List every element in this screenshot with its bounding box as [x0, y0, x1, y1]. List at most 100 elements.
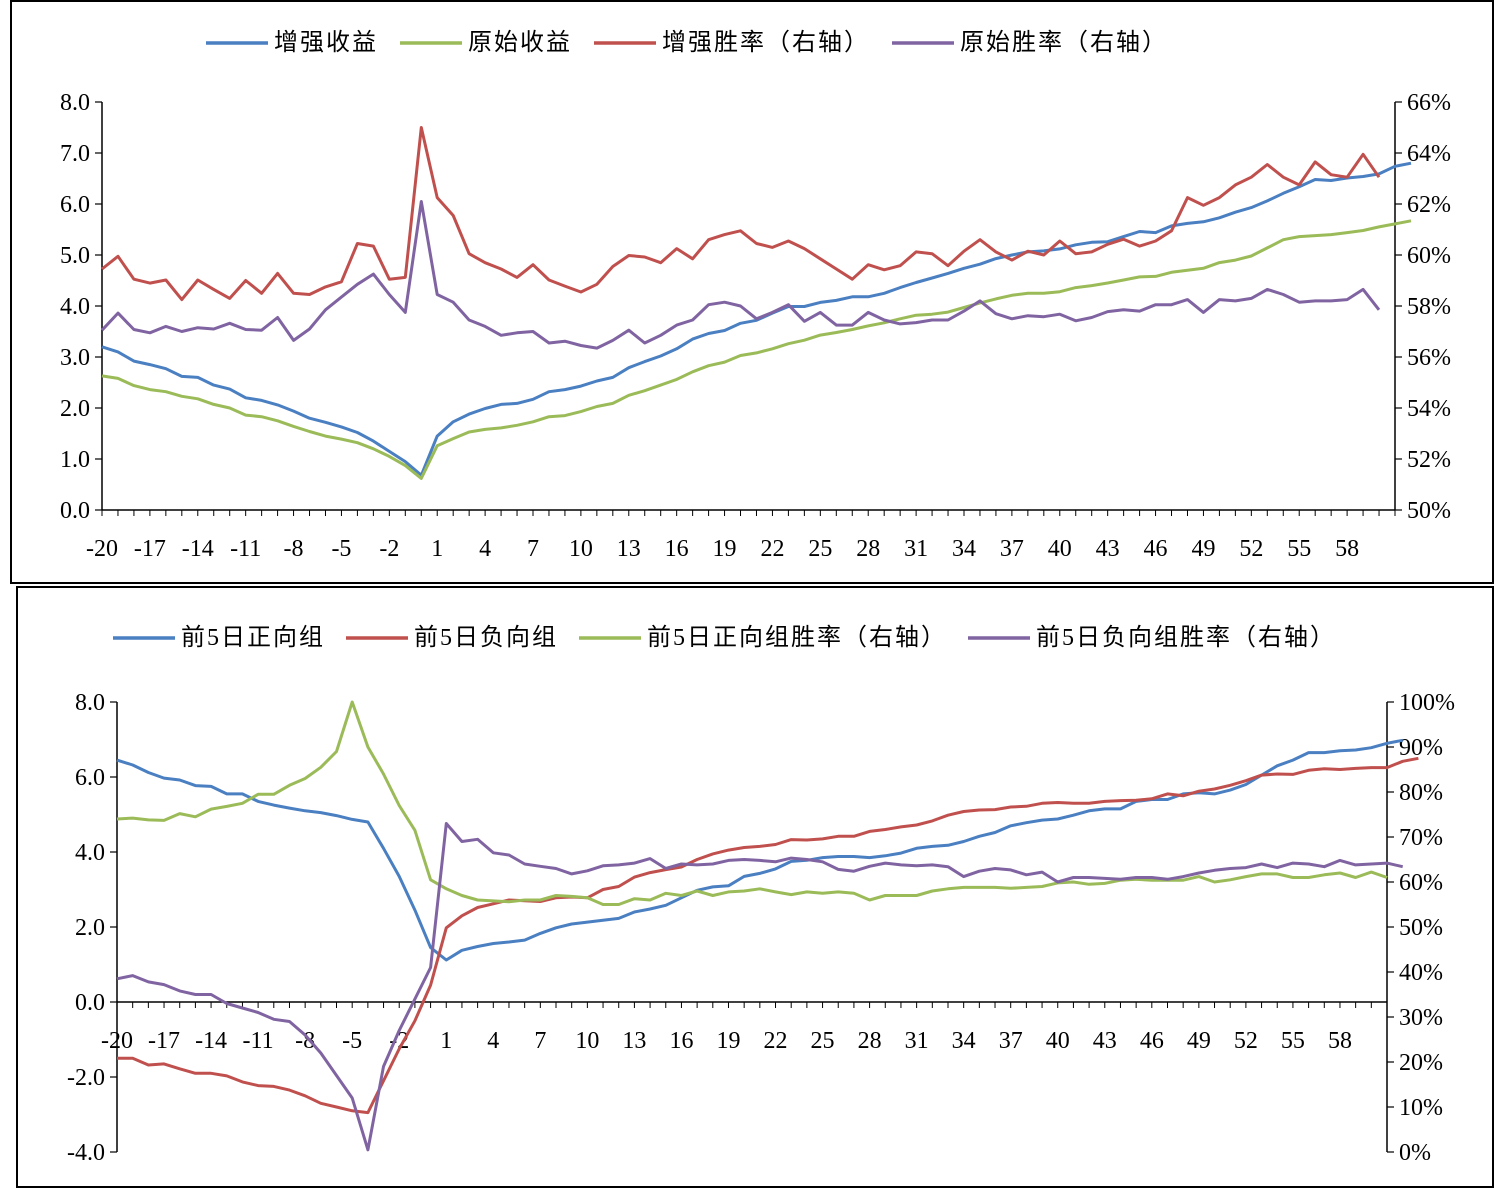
x-tick-label: 7 [534, 1028, 546, 1054]
y-left-tick-label: 0.0 [60, 498, 90, 524]
x-tick-label: 43 [1093, 1028, 1117, 1054]
y-left-tick-label: 2.0 [75, 915, 105, 941]
x-tick-label: 13 [617, 536, 641, 562]
x-tick-label: 10 [575, 1028, 599, 1054]
y-right-tick-label: 30% [1399, 1005, 1443, 1031]
legend-label-2: 前5日负向组 [414, 624, 558, 651]
y-right-tick-label: 66% [1407, 90, 1451, 116]
x-tick-label: 7 [527, 536, 539, 562]
x-tick-label: 40 [1048, 536, 1072, 562]
y-right-tick-label: 20% [1399, 1050, 1443, 1076]
x-tick-label: -14 [182, 536, 214, 562]
x-tick-label: 22 [764, 1028, 788, 1054]
x-tick-label: 37 [999, 1028, 1023, 1054]
x-tick-label: 43 [1096, 536, 1120, 562]
y-left-tick-label: 4.0 [75, 840, 105, 866]
y-left-tick-label: 7.0 [60, 141, 90, 167]
x-tick-label: -11 [230, 536, 261, 562]
x-tick-label: -2 [389, 1028, 409, 1054]
x-tick-label: 55 [1281, 1028, 1305, 1054]
x-tick-label: 52 [1234, 1028, 1258, 1054]
series-line-1 [116, 738, 1403, 962]
x-tick-label: 22 [760, 536, 784, 562]
x-tick-label: -17 [134, 536, 166, 562]
x-tick-label: 34 [952, 536, 976, 562]
x-tick-label: -2 [379, 536, 399, 562]
y-right-tick-label: 52% [1407, 447, 1451, 473]
x-tick-label: 34 [952, 1028, 976, 1054]
y-right-tick-label: 80% [1399, 780, 1443, 806]
x-tick-label: 4 [487, 1028, 499, 1054]
x-tick-label: 31 [904, 536, 928, 562]
x-tick-label: 16 [665, 536, 689, 562]
legend-label-3: 增强胜率（右轴） [662, 29, 870, 56]
x-tick-label: 19 [716, 1028, 740, 1054]
x-tick-label: 13 [622, 1028, 646, 1054]
x-tick-label: 28 [856, 536, 880, 562]
y-left-tick-label: 4.0 [60, 294, 90, 320]
x-tick-label: 25 [808, 536, 832, 562]
y-left-tick-label: 5.0 [60, 243, 90, 269]
x-tick-label: -14 [195, 1028, 227, 1054]
series-line-3 [116, 700, 1388, 906]
legend-label-1: 前5日正向组 [181, 624, 325, 651]
y-right-tick-label: 56% [1407, 345, 1451, 371]
x-tick-label: 52 [1239, 536, 1263, 562]
y-left-tick-label: 8.0 [75, 690, 105, 716]
x-tick-label: -8 [284, 536, 304, 562]
x-tick-label: -20 [101, 1028, 133, 1054]
y-left-tick-label: 8.0 [60, 90, 90, 116]
y-left-tick-label: 1.0 [60, 447, 90, 473]
y-right-tick-label: 70% [1399, 825, 1443, 851]
y-right-tick-label: 50% [1399, 915, 1443, 941]
y-left-tick-label: 3.0 [60, 345, 90, 371]
x-tick-label: 1 [440, 1028, 452, 1054]
chart-bottom: -4.0 -2.0 0.0 2.0 4.0 6.0 8.0 0% 10% 20% 30% 40% 50%… [67, 624, 1455, 1166]
y-right-tick-label: 0% [1399, 1140, 1431, 1166]
y-right-tick-label: 50% [1407, 498, 1451, 524]
y-left-tick-label: -2.0 [67, 1065, 105, 1091]
x-tick-label: 31 [905, 1028, 929, 1054]
y-left-tick-label: 0.0 [75, 990, 105, 1016]
series-line-2 [101, 219, 1412, 480]
x-tick-label: -20 [86, 536, 118, 562]
x-tick-label: 46 [1144, 536, 1168, 562]
x-tick-label: 16 [669, 1028, 693, 1054]
x-tick-label: 58 [1335, 536, 1359, 562]
series-line-3 [101, 126, 1381, 302]
x-tick-label: 25 [811, 1028, 835, 1054]
legend-label-2: 原始收益 [468, 29, 572, 56]
legend-label-3: 前5日正向组胜率（右轴） [647, 624, 947, 651]
x-tick-label: 37 [1000, 536, 1024, 562]
y-right-tick-label: 10% [1399, 1095, 1443, 1121]
x-tick-label: -8 [295, 1028, 315, 1054]
y-left-tick-label: 2.0 [60, 396, 90, 422]
x-tick-label: 46 [1140, 1028, 1164, 1054]
x-tick-label: 28 [858, 1028, 882, 1054]
y-right-tick-label: 54% [1407, 396, 1451, 422]
y-left-tick-label: 6.0 [75, 765, 105, 791]
series-line-4 [100, 200, 1381, 350]
x-tick-label: -5 [342, 1028, 362, 1054]
y-right-tick-label: 90% [1399, 735, 1443, 761]
chart-top: 0.0 1.0 2.0 3.0 4.0 5.0 6.0 7.0 8.0 50% 52% 54% 56% 5… [60, 29, 1451, 562]
x-tick-label: 40 [1046, 1028, 1070, 1054]
y-right-tick-label: 60% [1399, 870, 1443, 896]
x-tick-label: 49 [1191, 536, 1215, 562]
series-line-4 [116, 822, 1404, 1152]
x-tick-label: 55 [1287, 536, 1311, 562]
x-tick-label: 58 [1328, 1028, 1352, 1054]
legend-label-1: 增强收益 [274, 29, 378, 56]
series-line-2 [117, 756, 1419, 1115]
y-right-tick-label: 64% [1407, 141, 1451, 167]
legend-label-4: 原始胜率（右轴） [960, 29, 1168, 56]
x-tick-label: 19 [713, 536, 737, 562]
x-tick-label: 49 [1187, 1028, 1211, 1054]
chart-panel-top: 0.0 1.0 2.0 3.0 4.0 5.0 6.0 7.0 8.0 50% 52% 54% 56% 5… [10, 0, 1494, 584]
x-tick-label: -17 [148, 1028, 180, 1054]
legend-label-4: 前5日负向组胜率（右轴） [1036, 624, 1336, 651]
chart-panel-bottom: -4.0 -2.0 0.0 2.0 4.0 6.0 8.0 0% 10% 20% 30% 40% 50%… [16, 586, 1494, 1188]
y-right-tick-label: 60% [1407, 243, 1451, 269]
x-tick-label: -11 [243, 1028, 274, 1054]
y-right-tick-label: 40% [1399, 960, 1443, 986]
